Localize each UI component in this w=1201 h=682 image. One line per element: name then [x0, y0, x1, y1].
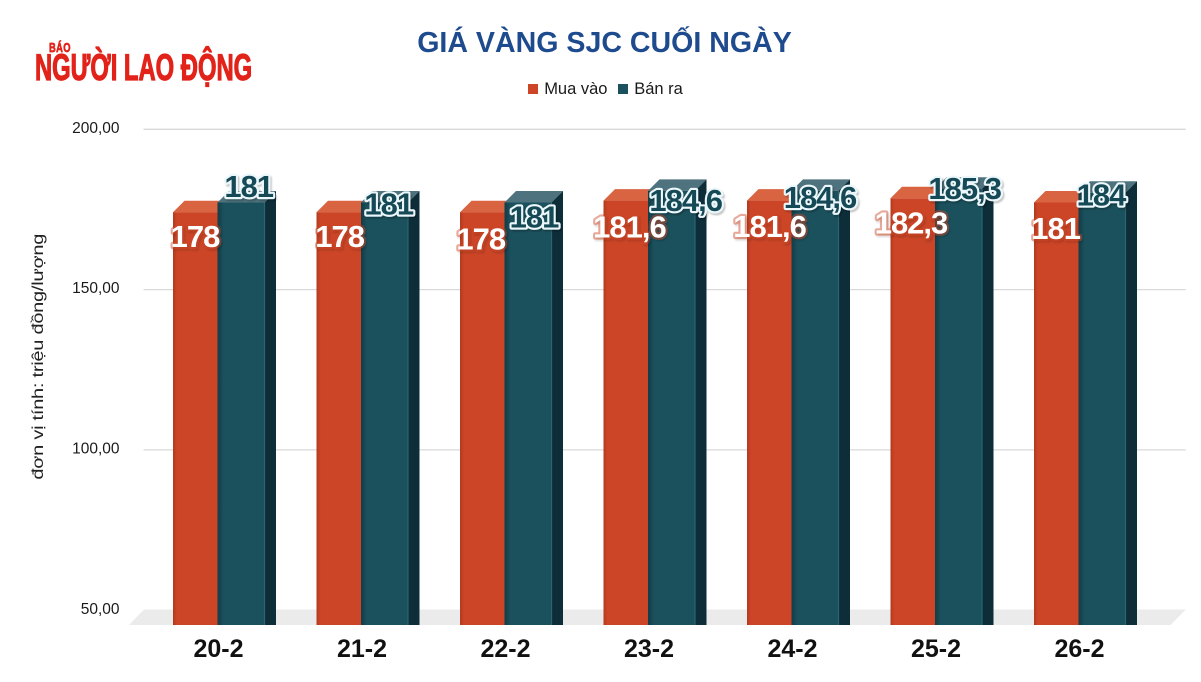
svg-text:178: 178 — [315, 219, 364, 254]
svg-text:181: 181 — [364, 187, 413, 222]
svg-text:22-2: 22-2 — [480, 635, 530, 663]
svg-text:23-2: 23-2 — [624, 635, 674, 663]
svg-text:150,00: 150,00 — [72, 280, 120, 297]
svg-text:20-2: 20-2 — [193, 635, 243, 663]
svg-text:đơn vị tính: triệu đồng/lượng: đơn vị tính: triệu đồng/lượng — [29, 234, 46, 480]
svg-text:200,00: 200,00 — [72, 120, 120, 137]
svg-text:181: 181 — [510, 199, 559, 234]
svg-text:182,3: 182,3 — [875, 206, 948, 241]
svg-text:100,00: 100,00 — [72, 441, 120, 458]
svg-text:185,3: 185,3 — [928, 171, 1001, 206]
svg-text:24-2: 24-2 — [767, 635, 817, 663]
svg-text:178: 178 — [171, 219, 220, 254]
svg-text:181: 181 — [1031, 211, 1080, 246]
svg-text:178: 178 — [456, 222, 505, 257]
svg-text:184,6: 184,6 — [784, 180, 857, 215]
svg-text:50,00: 50,00 — [81, 601, 120, 618]
svg-text:184,6: 184,6 — [649, 183, 722, 218]
svg-text:25-2: 25-2 — [911, 635, 961, 663]
svg-text:184: 184 — [1077, 178, 1127, 213]
svg-text:21-2: 21-2 — [337, 635, 387, 663]
svg-text:181,6: 181,6 — [733, 209, 806, 244]
svg-text:181,6: 181,6 — [593, 209, 666, 244]
svg-text:181: 181 — [224, 169, 273, 204]
svg-text:26-2: 26-2 — [1054, 635, 1104, 663]
